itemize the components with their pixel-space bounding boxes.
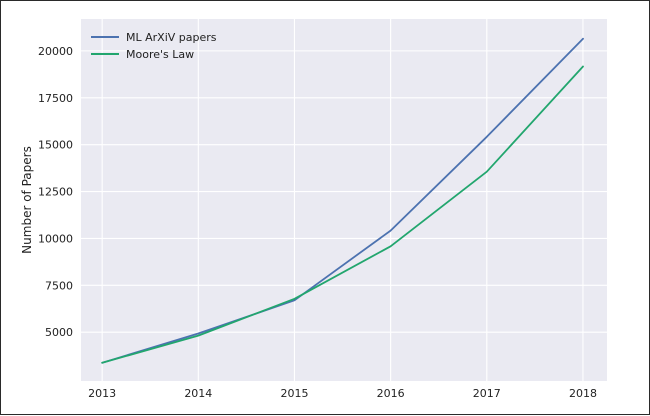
legend-label: Moore's Law [126,48,194,61]
series-line-moores-law [101,65,584,364]
x-tick-label: 2015 [280,387,308,400]
x-tick-labels: 2013 2014 2015 2016 2017 2018 [88,387,597,400]
y-tick-label: 12500 [38,186,73,199]
y-tick-label: 15000 [38,139,73,152]
plot-area [81,19,607,381]
grid-lines [81,19,607,381]
y-tick-label: 20000 [38,45,73,58]
y-tick-label: 17500 [38,92,73,105]
y-tick-label: 5000 [45,326,73,339]
x-tick-label: 2018 [569,387,597,400]
series-lines [101,37,584,364]
x-tick-label: 2016 [377,387,405,400]
y-tick-label: 7500 [45,279,73,292]
y-tick-labels: 5000 7500 10000 12500 15000 17500 20000 [38,45,73,339]
y-tick-label: 10000 [38,232,73,245]
x-tick-label: 2017 [473,387,501,400]
legend-label: ML ArXiV papers [126,31,217,44]
legend: ML ArXiV papers Moore's Law [91,31,217,61]
y-axis-label: Number of Papers [20,146,34,254]
series-line-ml-arxiv-papers [101,37,584,364]
x-tick-label: 2013 [88,387,116,400]
x-tick-label: 2014 [184,387,212,400]
